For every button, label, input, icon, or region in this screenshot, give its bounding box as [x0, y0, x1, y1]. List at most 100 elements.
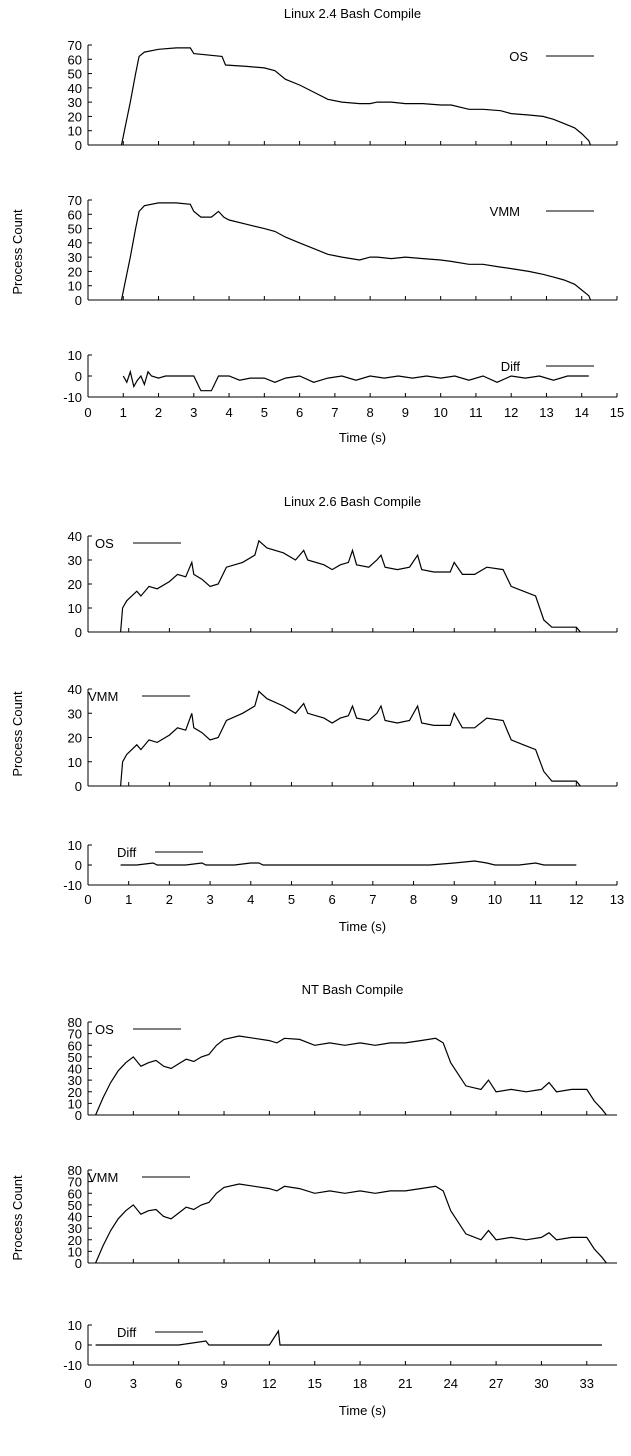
y-tick-label: 60 — [68, 207, 82, 222]
x-tick-label: 1 — [120, 405, 127, 420]
legend-label: OS — [509, 49, 528, 64]
y-tick-label: 50 — [68, 1050, 82, 1065]
y-tick-label: 20 — [68, 1233, 82, 1248]
y-tick-label: 20 — [68, 577, 82, 592]
y-tick-label: 30 — [68, 250, 82, 265]
x-tick-label: 15 — [610, 405, 624, 420]
y-tick-label: 70 — [68, 1027, 82, 1042]
y-tick-label: -10 — [63, 878, 82, 893]
series-line-os — [120, 539, 581, 633]
x-tick-label: 0 — [84, 892, 91, 907]
y-axis-label: Process Count — [10, 691, 25, 777]
x-tick-label: 7 — [369, 892, 376, 907]
y-tick-label: 0 — [75, 858, 82, 873]
y-tick-label: 40 — [68, 1062, 82, 1077]
x-tick-label: 9 — [451, 892, 458, 907]
y-tick-label: 30 — [68, 706, 82, 721]
y-tick-label: 70 — [68, 38, 82, 53]
x-tick-label: 0 — [84, 405, 91, 420]
y-tick-label: 40 — [68, 236, 82, 251]
x-tick-label: 2 — [155, 405, 162, 420]
x-tick-label: 12 — [262, 1376, 276, 1391]
chart-title: Linux 2.4 Bash Compile — [284, 6, 421, 21]
x-tick-label: 4 — [225, 405, 232, 420]
legend-label: Diff — [117, 1325, 137, 1340]
x-tick-label: 10 — [433, 405, 447, 420]
y-tick-label: 20 — [68, 264, 82, 279]
y-tick-label: 20 — [68, 1085, 82, 1100]
panel-os: 0 10 20 30 40 OS — [68, 529, 618, 640]
y-tick-label: 0 — [75, 369, 82, 384]
series-line-diff — [122, 369, 589, 392]
x-tick-label: 21 — [398, 1376, 412, 1391]
legend-label: OS — [95, 1022, 114, 1037]
y-tick-label: 40 — [68, 1210, 82, 1225]
legend-label: OS — [95, 536, 114, 551]
x-tick-label: 11 — [529, 892, 543, 907]
y-tick-label: 50 — [68, 67, 82, 82]
y-tick-label: 40 — [68, 682, 82, 697]
y-tick-label: 10 — [68, 601, 82, 616]
x-tick-label: 3 — [130, 1376, 137, 1391]
y-tick-label: 80 — [68, 1015, 82, 1030]
y-tick-label: 30 — [68, 1073, 82, 1088]
x-tick-label: 12 — [569, 892, 583, 907]
y-tick-label: 50 — [68, 1198, 82, 1213]
y-tick-label: 30 — [68, 553, 82, 568]
y-tick-label: 20 — [68, 731, 82, 746]
y-tick-label: 30 — [68, 95, 82, 110]
y-tick-label: 40 — [68, 81, 82, 96]
y-tick-label: 0 — [75, 1256, 82, 1271]
x-tick-label: 33 — [580, 1376, 594, 1391]
y-axis-label: Process Count — [10, 209, 25, 295]
y-tick-label: 10 — [68, 279, 82, 294]
y-tick-label: 70 — [68, 1175, 82, 1190]
x-tick-label: 15 — [307, 1376, 321, 1391]
y-tick-label: 60 — [68, 52, 82, 67]
x-tick-label: 3 — [190, 405, 197, 420]
chart-title: Linux 2.6 Bash Compile — [284, 494, 421, 509]
x-tick-label: 5 — [288, 892, 295, 907]
x-axis-label: Time (s) — [339, 1403, 386, 1418]
x-tick-label: 13 — [539, 405, 553, 420]
x-tick-label: 10 — [488, 892, 502, 907]
y-tick-label: 10 — [68, 1096, 82, 1111]
chart-1: Linux 2.4 Bash Compile010203040506070OS0… — [10, 6, 624, 445]
x-tick-label: 6 — [175, 1376, 182, 1391]
y-tick-label: 20 — [68, 109, 82, 124]
x-tick-label: 12 — [504, 405, 518, 420]
series-line-vmm — [95, 1183, 607, 1264]
x-axis-label: Time (s) — [339, 919, 386, 934]
x-tick-label: 4 — [247, 892, 254, 907]
panel-diff: -10 0 10 Diff — [63, 348, 618, 405]
y-tick-label: 10 — [68, 838, 82, 853]
panel-diff: -10 0 10 Diff — [63, 838, 618, 893]
y-tick-label: 0 — [75, 1108, 82, 1123]
panel-vmm: 0 10 20 30 40 VMM — [68, 682, 618, 794]
y-tick-label: 50 — [68, 222, 82, 237]
x-tick-label: 13 — [610, 892, 624, 907]
legend-label: Diff — [117, 845, 137, 860]
y-tick-label: 60 — [68, 1186, 82, 1201]
x-tick-label: 18 — [353, 1376, 367, 1391]
x-tick-label: 11 — [469, 405, 483, 420]
y-tick-label: 0 — [75, 1338, 82, 1353]
y-tick-label: 0 — [75, 138, 82, 153]
legend-label: VMM — [88, 1170, 118, 1185]
x-tick-label: 3 — [206, 892, 213, 907]
y-tick-label: 10 — [68, 348, 82, 363]
x-tick-label: 8 — [367, 405, 374, 420]
x-tick-label: 24 — [444, 1376, 458, 1391]
y-tick-label: 10 — [68, 1244, 82, 1259]
series-line-os — [120, 47, 592, 146]
x-tick-label: 5 — [261, 405, 268, 420]
x-tick-label: 9 — [220, 1376, 227, 1391]
y-tick-label: 0 — [75, 779, 82, 794]
x-tick-label: 27 — [489, 1376, 503, 1391]
x-tick-label: 8 — [410, 892, 417, 907]
